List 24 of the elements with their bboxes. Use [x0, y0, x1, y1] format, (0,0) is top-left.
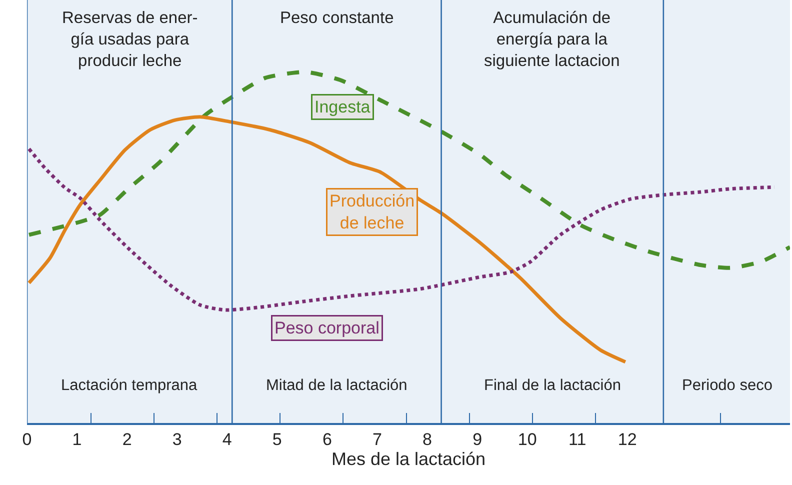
x-tick-label: 3 [172, 430, 182, 450]
x-tick-label: 4 [222, 430, 232, 450]
x-tick-label: 9 [472, 430, 482, 450]
x-tick-label: 8 [422, 430, 432, 450]
text: Peso constante [280, 9, 394, 27]
x-tick-label: 0 [22, 430, 32, 450]
x-tick-label: 12 [618, 430, 637, 450]
annotation: Lactación temprana [61, 377, 198, 394]
annotation: Final de la lactación [484, 377, 621, 394]
text: Acumulación de energía para la siguiente lactacion [484, 9, 620, 70]
annotation: Mitad de la lactación [266, 377, 408, 394]
series-label: Ingesta [314, 98, 371, 116]
x-tick-label: 7 [372, 430, 382, 450]
x-tick-label: 2 [122, 430, 132, 450]
series-label: Peso corporal [274, 318, 380, 338]
text: Reservas de ener- gía usadas para producir leche [62, 9, 198, 70]
x-tick-label: 1 [72, 430, 82, 450]
x-axis-title: Mes de la lactación [331, 449, 486, 470]
x-tick-label: 10 [518, 430, 537, 450]
annotation: Periodo seco [682, 377, 772, 394]
x-tick-label: 11 [568, 430, 586, 450]
x-tick-label: 5 [272, 430, 282, 450]
x-tick-label: 6 [322, 430, 332, 450]
series-label: Producción de leche [330, 192, 415, 233]
